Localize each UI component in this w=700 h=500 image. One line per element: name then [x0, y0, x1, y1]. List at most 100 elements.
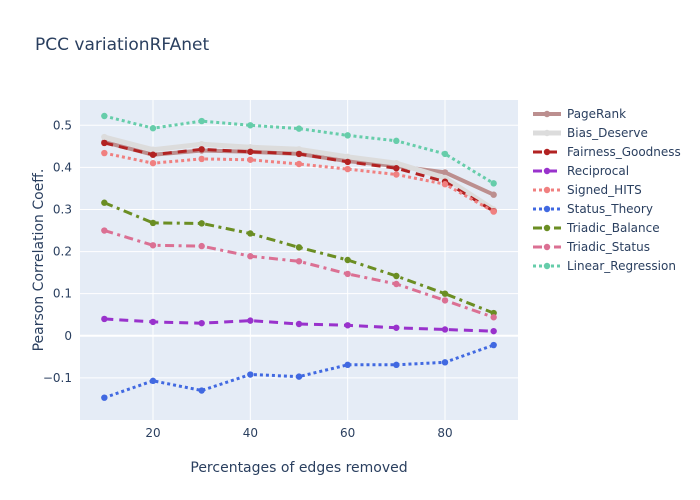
data-point: [490, 208, 497, 215]
legend-item: Signed_HITS: [533, 183, 642, 197]
legend-marker: [543, 262, 551, 270]
data-point: [490, 180, 497, 187]
data-point: [441, 290, 449, 297]
x-tick-label: 60: [340, 426, 355, 440]
data-point: [149, 159, 157, 167]
legend: PageRank Bias_Deserve Fairness_Goodness Rec…: [533, 107, 681, 273]
data-point: [149, 151, 157, 158]
data-point: [101, 315, 108, 323]
data-point: [198, 117, 205, 125]
data-point: [149, 146, 157, 153]
data-point: [295, 160, 303, 168]
legend-item: Linear_Regression: [533, 259, 676, 273]
data-point: [393, 361, 400, 369]
series-reciprocal: [101, 315, 497, 335]
legend-item: Triadic_Balance: [533, 221, 660, 235]
legend-marker: [543, 186, 551, 194]
legend-item: Status_Theory: [533, 202, 653, 216]
y-tick-label: 0.4: [53, 160, 72, 174]
data-point: [344, 361, 351, 369]
data-point: [441, 359, 449, 366]
data-point: [295, 258, 303, 265]
series-line: [104, 317, 494, 333]
legend-marker: [543, 243, 551, 251]
legend-label: PageRank: [567, 107, 626, 121]
series-bias-deserve: [101, 133, 497, 213]
legend-label: Reciprocal: [567, 164, 629, 178]
data-point: [393, 165, 400, 172]
data-point: [344, 322, 351, 329]
legend-item: PageRank: [533, 107, 626, 121]
data-point: [247, 253, 254, 260]
y-tick-label: 0.2: [53, 245, 72, 259]
x-tick-label: 80: [437, 426, 452, 440]
series-linear-regression: [101, 112, 497, 187]
data-point: [247, 317, 254, 324]
data-point: [149, 219, 157, 227]
data-point: [247, 156, 254, 163]
data-point: [247, 143, 254, 151]
series-signed-hits: [101, 149, 497, 215]
legend-label: Triadic_Status: [566, 240, 650, 254]
data-point: [101, 199, 108, 206]
legend-item: Triadic_Status: [533, 240, 650, 254]
data-point: [198, 242, 205, 250]
data-point: [247, 371, 254, 378]
y-tick-label: 0.5: [53, 118, 72, 132]
data-point: [393, 280, 400, 288]
data-point: [344, 270, 351, 278]
y-tick-label: 0.3: [53, 202, 72, 216]
y-tick-label: 0.1: [53, 287, 72, 301]
series-line: [103, 229, 495, 319]
data-point: [149, 377, 157, 385]
data-point: [198, 220, 205, 227]
data-point: [441, 326, 449, 333]
data-point: [198, 146, 205, 153]
legend-marker: [543, 148, 551, 156]
data-point: [490, 327, 497, 335]
y-tick-label: −0.1: [43, 371, 72, 385]
series-line: [103, 343, 495, 400]
data-point: [441, 150, 449, 158]
data-point: [344, 256, 351, 264]
data-point: [344, 165, 351, 173]
data-point: [101, 139, 108, 147]
data-point: [101, 227, 108, 234]
x-axis-title: Percentages of edges removed: [190, 460, 407, 476]
legend-item: Reciprocal: [533, 164, 629, 178]
x-tick-label: 40: [243, 426, 258, 440]
series-line: [103, 201, 495, 315]
legend-label: Triadic_Balance: [566, 221, 660, 235]
legend-label: Bias_Deserve: [567, 126, 648, 140]
data-point: [247, 230, 254, 237]
data-point: [490, 314, 497, 321]
data-point: [149, 242, 157, 249]
legend-item: Fairness_Goodness: [533, 145, 681, 159]
legend-marker: [543, 167, 551, 175]
series-status-theory: [101, 341, 497, 401]
data-point: [101, 112, 108, 120]
legend-marker: [543, 110, 551, 118]
legend-marker: [543, 129, 551, 137]
data-point: [441, 169, 449, 176]
data-point: [198, 319, 205, 327]
legend-label: Status_Theory: [567, 202, 653, 216]
data-point: [393, 171, 400, 178]
data-point: [344, 153, 351, 161]
series-line: [103, 114, 495, 185]
data-point: [393, 137, 400, 145]
legend-label: Signed_HITS: [567, 183, 642, 197]
data-point: [393, 324, 400, 331]
series-layer: [101, 112, 497, 401]
data-point: [149, 318, 157, 326]
y-axis-title: Pearson Correlation Coeff.: [31, 169, 47, 352]
data-point: [295, 244, 303, 251]
data-point: [393, 272, 400, 280]
legend-marker: [543, 205, 551, 213]
data-point: [344, 158, 351, 166]
ticks: 20 40 60 80 −0.1 0 0.1 0.2 0.3 0.4 0.5: [43, 118, 453, 440]
chart-title: PCC variationRFAnet: [35, 35, 209, 55]
data-point: [490, 341, 497, 349]
data-point: [295, 125, 303, 132]
